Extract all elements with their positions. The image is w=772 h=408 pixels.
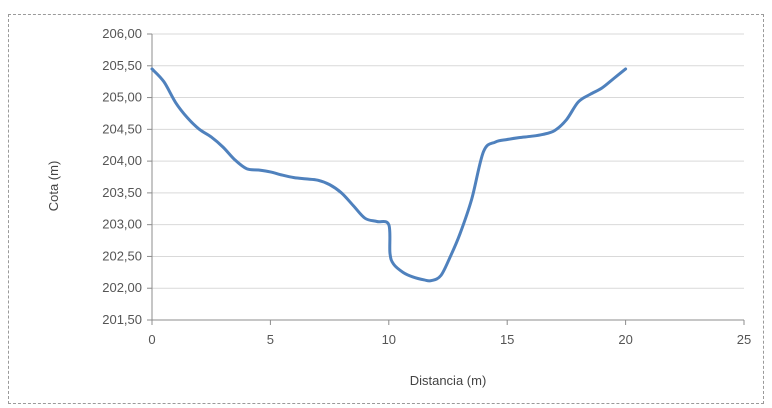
x-tick-label: 25 [737, 332, 751, 347]
axes [147, 33, 745, 325]
gridlines [152, 33, 744, 321]
x-tick-label: 5 [267, 332, 274, 347]
x-tick-label: 10 [382, 332, 396, 347]
y-tick-label: 201,50 [102, 312, 142, 327]
x-axis-label: Distancia (m) [410, 373, 487, 388]
y-axis-label: Cota (m) [46, 161, 61, 212]
x-tick-labels: 0 5 10 15 20 25 [148, 332, 751, 347]
y-tick-label: 206,00 [102, 26, 142, 41]
x-tick-label: 0 [148, 332, 155, 347]
y-tick-label: 205,50 [102, 58, 142, 73]
chart-area [8, 14, 764, 404]
y-tick-label: 204,00 [102, 153, 142, 168]
elevation-profile-line [150, 67, 628, 283]
y-tick-label: 203,00 [102, 217, 142, 232]
y-tick-label: 202,00 [102, 280, 142, 295]
y-tick-label: 203,50 [102, 185, 142, 200]
y-tick-label: 204,50 [102, 121, 142, 136]
y-tick-label: 205,00 [102, 90, 142, 105]
y-tick-labels: 201,50 202,00 202,50 203,00 203,50 204,00 204,… [102, 26, 142, 327]
x-tick-label: 20 [618, 332, 632, 347]
x-tick-label: 15 [500, 332, 514, 347]
y-tick-label: 202,50 [102, 248, 142, 263]
